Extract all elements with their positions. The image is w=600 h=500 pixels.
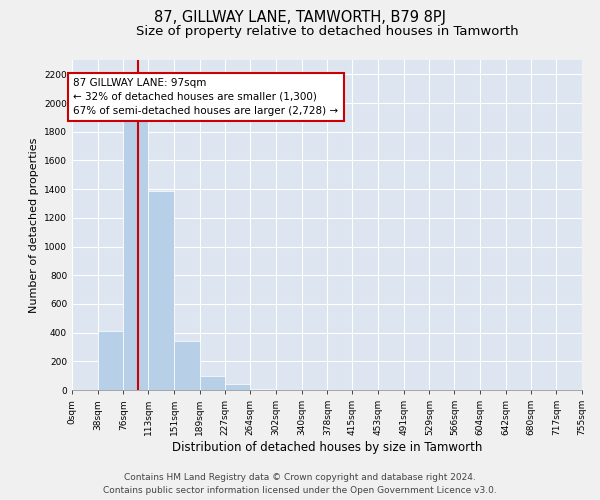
Bar [174, 341, 200, 390]
Bar [250, 389, 276, 390]
Bar [226, 384, 250, 390]
Bar [148, 190, 174, 390]
X-axis label: Distribution of detached houses by size in Tamworth: Distribution of detached houses by size … [172, 441, 482, 454]
Text: Contains HM Land Registry data © Crown copyright and database right 2024.
Contai: Contains HM Land Registry data © Crown c… [103, 473, 497, 495]
Title: Size of property relative to detached houses in Tamworth: Size of property relative to detached ho… [136, 25, 518, 38]
Y-axis label: Number of detached properties: Number of detached properties [29, 138, 38, 312]
Text: 87, GILLWAY LANE, TAMWORTH, B79 8PJ: 87, GILLWAY LANE, TAMWORTH, B79 8PJ [154, 10, 446, 25]
Bar [124, 114, 148, 390]
Bar [200, 376, 226, 390]
Bar [98, 331, 124, 390]
Text: 87 GILLWAY LANE: 97sqm
← 32% of detached houses are smaller (1,300)
67% of semi-: 87 GILLWAY LANE: 97sqm ← 32% of detached… [73, 78, 338, 116]
